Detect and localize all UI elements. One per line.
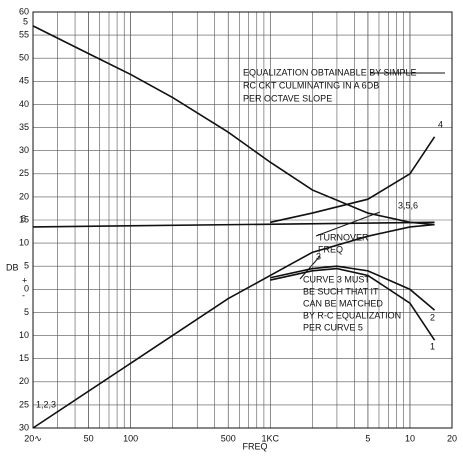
annotation: BY R-C EQUALIZATION bbox=[303, 310, 401, 320]
annotation: - bbox=[22, 290, 25, 300]
y-tick-label: 5 bbox=[24, 307, 29, 317]
leader-line bbox=[299, 255, 321, 280]
y-axis-label: DB bbox=[6, 262, 19, 272]
x-axis-label: FREQ bbox=[242, 441, 267, 451]
y-tick-label: 30 bbox=[19, 422, 29, 432]
x-tick-label: 100 bbox=[123, 433, 138, 443]
y-tick-label: 10 bbox=[19, 330, 29, 340]
y-tick-label: 15 bbox=[19, 353, 29, 363]
y-tick-label: 30 bbox=[19, 145, 29, 155]
x-tick-label: 1KC bbox=[262, 433, 280, 443]
curve-label: 6 bbox=[21, 213, 26, 223]
annotation: CURVE 3 MUST bbox=[303, 274, 370, 284]
y-tick-label: 45 bbox=[19, 76, 29, 86]
curve-label: 2 bbox=[430, 312, 435, 322]
y-tick-label: 25 bbox=[19, 399, 29, 409]
y-tick-label: 25 bbox=[19, 168, 29, 178]
curve bbox=[32, 221, 435, 228]
annotation: BE SUCH THAT IT bbox=[303, 286, 379, 296]
annotation: PER CURVE 5 bbox=[303, 322, 363, 332]
y-tick-label: 60 bbox=[19, 6, 29, 16]
plot-frame bbox=[32, 11, 453, 429]
x-tick-label: 500 bbox=[221, 433, 236, 443]
curve-label: 4 bbox=[438, 119, 443, 129]
annotation: + bbox=[22, 275, 27, 285]
curve bbox=[32, 223, 435, 429]
curve bbox=[32, 25, 435, 226]
x-tick-label: 20∿ bbox=[24, 433, 42, 443]
annotation: CAN BE MATCHED bbox=[303, 298, 383, 308]
annotation: EQUALIZATION OBTAINABLE BY SIMPLE bbox=[243, 67, 417, 77]
y-tick-label: 10 bbox=[19, 237, 29, 247]
annotation: TURNOVER bbox=[318, 232, 369, 242]
curve-label: 1 bbox=[430, 341, 435, 351]
y-tick-label: 40 bbox=[19, 99, 29, 109]
x-tick-label: 10 bbox=[405, 433, 415, 443]
annotation: 1,2,3 bbox=[36, 399, 56, 409]
y-tick-label: 35 bbox=[19, 122, 29, 132]
x-tick-label: 50 bbox=[84, 433, 94, 443]
annotation: PER OCTAVE SLOPE bbox=[243, 93, 332, 103]
y-tick-label: 15 bbox=[19, 214, 29, 224]
y-tick-label: 50 bbox=[19, 53, 29, 63]
x-tick-label: 20 bbox=[447, 433, 457, 443]
y-tick-label: 5 bbox=[24, 261, 29, 271]
curve bbox=[270, 265, 436, 311]
curve-label: 5 bbox=[23, 16, 28, 26]
y-tick-label: 20 bbox=[19, 376, 29, 386]
y-tick-label: 20 bbox=[19, 191, 29, 201]
y-tick-label: 0 bbox=[24, 284, 29, 294]
annotation: 3,5,6 bbox=[398, 200, 418, 210]
annotation: FREQ bbox=[318, 244, 343, 254]
annotation: RC CKT CULMINATING IN A 6DB bbox=[243, 80, 379, 90]
y-tick-label: 55 bbox=[19, 29, 29, 39]
curve bbox=[270, 267, 436, 341]
x-tick-label: 5 bbox=[365, 433, 370, 443]
curve bbox=[270, 136, 436, 224]
curve-label: 3 bbox=[316, 251, 321, 261]
